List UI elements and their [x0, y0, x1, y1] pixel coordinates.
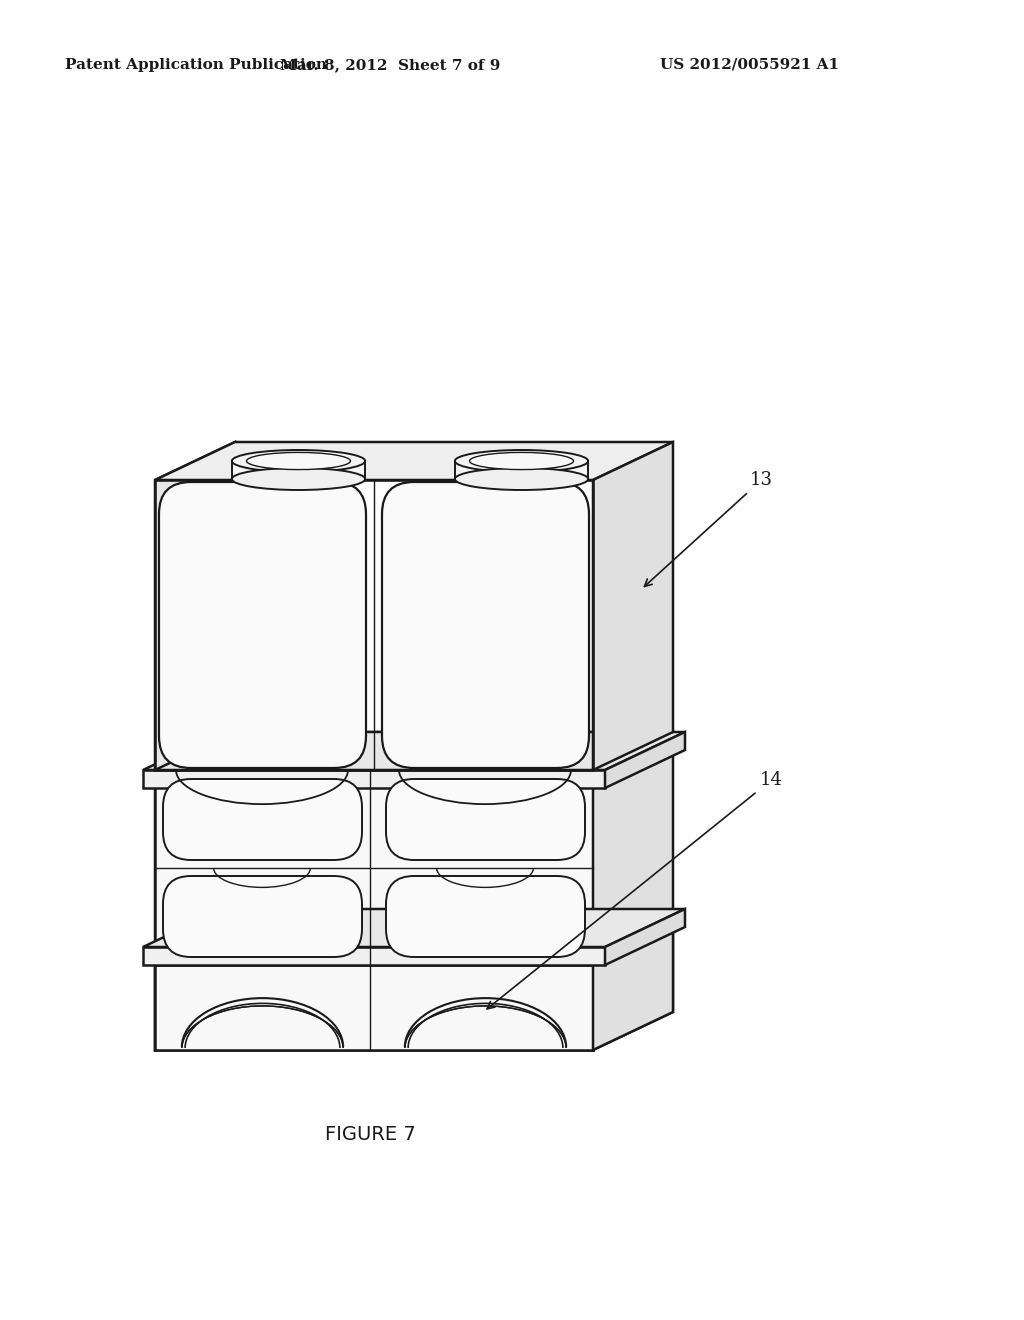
FancyBboxPatch shape [382, 482, 589, 768]
Ellipse shape [247, 453, 350, 470]
Polygon shape [155, 927, 234, 1049]
Polygon shape [155, 770, 593, 965]
Polygon shape [155, 927, 673, 965]
FancyBboxPatch shape [163, 779, 362, 861]
Polygon shape [143, 770, 605, 788]
Polygon shape [143, 909, 685, 946]
Polygon shape [605, 733, 685, 788]
Polygon shape [593, 927, 673, 1049]
Polygon shape [143, 946, 605, 965]
Ellipse shape [455, 469, 588, 490]
Polygon shape [455, 461, 588, 479]
FancyBboxPatch shape [386, 779, 585, 861]
Ellipse shape [231, 450, 366, 473]
Polygon shape [155, 442, 234, 770]
Text: Mar. 8, 2012  Sheet 7 of 9: Mar. 8, 2012 Sheet 7 of 9 [280, 58, 500, 73]
Polygon shape [143, 733, 685, 770]
Polygon shape [593, 442, 673, 770]
Polygon shape [155, 733, 234, 965]
Ellipse shape [231, 469, 366, 490]
Text: 14: 14 [487, 771, 783, 1008]
Text: 13: 13 [644, 471, 773, 586]
Polygon shape [155, 442, 673, 480]
Ellipse shape [470, 453, 573, 470]
FancyBboxPatch shape [159, 482, 366, 768]
Polygon shape [155, 927, 673, 965]
Polygon shape [155, 927, 234, 1049]
Polygon shape [605, 909, 685, 965]
Polygon shape [231, 461, 366, 479]
Polygon shape [155, 965, 593, 1049]
Text: FIGURE 7: FIGURE 7 [325, 1126, 416, 1144]
Polygon shape [593, 733, 673, 965]
Polygon shape [155, 965, 593, 1049]
Polygon shape [593, 927, 673, 1049]
FancyBboxPatch shape [163, 876, 362, 957]
Polygon shape [155, 733, 673, 770]
Text: Patent Application Publication: Patent Application Publication [65, 58, 327, 73]
FancyBboxPatch shape [386, 876, 585, 957]
Text: US 2012/0055921 A1: US 2012/0055921 A1 [660, 58, 839, 73]
Ellipse shape [455, 450, 588, 473]
